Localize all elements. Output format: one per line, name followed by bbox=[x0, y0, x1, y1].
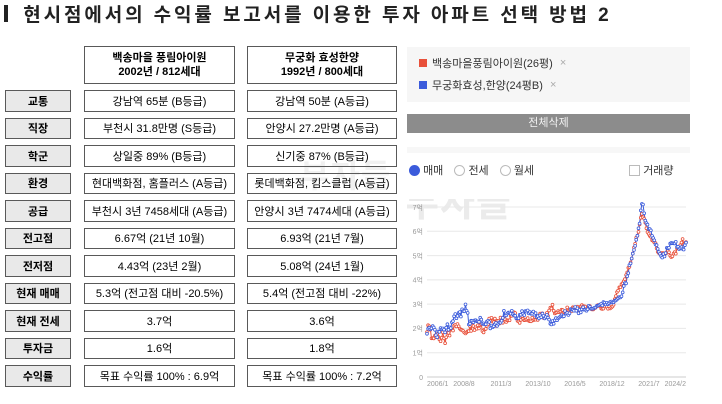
svg-text:2억: 2억 bbox=[413, 325, 423, 333]
svg-text:2024/2: 2024/2 bbox=[665, 381, 687, 388]
svg-text:2013/10: 2013/10 bbox=[525, 381, 550, 388]
svg-text:3억: 3억 bbox=[413, 301, 423, 309]
svg-text:1억: 1억 bbox=[413, 350, 423, 358]
svg-text:0: 0 bbox=[419, 375, 423, 382]
svg-text:5억: 5억 bbox=[413, 252, 423, 260]
svg-text:2021/7: 2021/7 bbox=[638, 381, 660, 388]
svg-text:2016/5: 2016/5 bbox=[564, 381, 586, 388]
svg-text:7억: 7억 bbox=[413, 204, 423, 212]
svg-text:2006/1: 2006/1 bbox=[427, 381, 449, 388]
svg-text:6억: 6억 bbox=[413, 228, 423, 236]
svg-text:2018/12: 2018/12 bbox=[599, 381, 624, 388]
svg-text:2011/3: 2011/3 bbox=[491, 381, 512, 388]
svg-text:4억: 4억 bbox=[413, 277, 423, 285]
svg-text:2008/8: 2008/8 bbox=[453, 381, 475, 388]
